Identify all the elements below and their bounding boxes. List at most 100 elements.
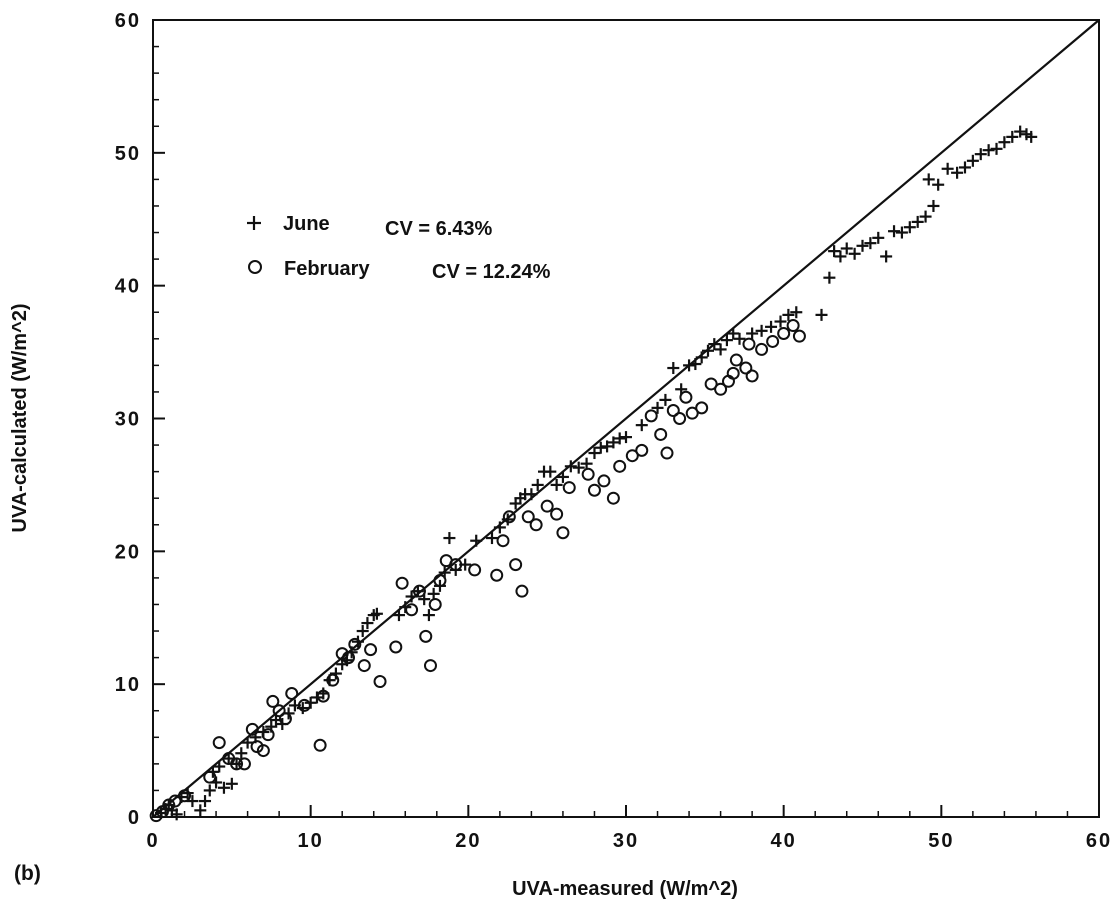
x-tick-label: 60	[1086, 830, 1112, 852]
y-tick-label: 50	[115, 143, 141, 165]
point-february	[468, 563, 482, 577]
point-february	[490, 568, 504, 582]
point-february	[673, 412, 687, 425]
point-february	[556, 526, 570, 540]
x-tick-label: 20	[455, 830, 481, 852]
legend-label-june: June	[283, 213, 330, 235]
panel-label: (b)	[14, 862, 41, 885]
point-june	[695, 351, 708, 364]
point-june	[241, 736, 254, 749]
point-june	[217, 781, 230, 794]
point-june	[392, 609, 405, 622]
y-axis: 0 10 20 30 40 50 60	[115, 10, 165, 829]
point-june	[815, 308, 828, 321]
point-february	[644, 409, 658, 423]
point-june	[856, 239, 869, 252]
x-tick-label: 0	[146, 830, 159, 852]
point-june	[203, 784, 216, 797]
point-june	[872, 231, 885, 244]
point-february	[449, 558, 463, 572]
point-june	[525, 488, 538, 501]
point-february	[562, 481, 576, 495]
point-june	[727, 327, 740, 340]
point-june	[848, 247, 861, 260]
x-axis-title: UVA-measured (W/m^2)	[512, 878, 738, 900]
point-february	[428, 597, 442, 611]
point-february	[529, 518, 543, 532]
point-june	[194, 804, 207, 817]
point-february	[502, 510, 516, 524]
point-february	[245, 722, 259, 736]
point-february	[405, 603, 419, 617]
point-june	[683, 359, 696, 372]
point-june	[919, 210, 932, 223]
y-tick-label: 40	[115, 276, 141, 298]
point-february	[606, 491, 620, 505]
point-june	[828, 245, 841, 258]
point-february	[316, 689, 330, 703]
point-february	[419, 629, 433, 643]
point-february	[745, 369, 759, 383]
point-june	[782, 308, 795, 321]
y-tick-label: 20	[115, 541, 141, 563]
point-february	[726, 366, 740, 380]
point-june	[422, 609, 435, 622]
point-february	[515, 584, 529, 598]
y-tick-label: 0	[128, 807, 141, 829]
point-february	[313, 738, 327, 752]
x-tick-label: 40	[771, 830, 797, 852]
point-february	[786, 319, 800, 333]
point-february	[496, 534, 510, 548]
point-june	[701, 344, 714, 357]
point-june	[544, 465, 557, 478]
point-february	[423, 659, 437, 673]
point-june	[635, 419, 648, 432]
point-june	[659, 393, 672, 406]
point-february	[261, 728, 275, 742]
point-february	[285, 686, 299, 700]
point-june	[755, 324, 768, 337]
point-june	[443, 532, 456, 545]
point-february	[203, 770, 217, 784]
point-february	[714, 382, 728, 396]
x-tick-label: 30	[613, 830, 639, 852]
point-june	[903, 221, 916, 234]
point-june	[966, 154, 979, 167]
point-june	[864, 237, 877, 250]
point-june	[235, 747, 248, 760]
point-june	[485, 532, 498, 545]
point-february	[792, 329, 806, 343]
point-february	[509, 558, 523, 572]
point-february	[625, 449, 639, 463]
y-tick-label: 60	[115, 10, 141, 32]
point-june	[932, 178, 945, 191]
point-june	[774, 315, 787, 328]
x-tick-label: 10	[298, 830, 324, 852]
point-june	[170, 808, 183, 821]
point-june	[550, 478, 563, 491]
point-june	[1025, 130, 1038, 143]
point-june	[667, 362, 680, 375]
point-june	[958, 161, 971, 174]
point-june	[922, 173, 935, 186]
point-june	[951, 166, 964, 179]
point-february	[550, 507, 564, 521]
point-june	[708, 338, 721, 351]
point-june	[361, 617, 374, 630]
point-june	[823, 271, 836, 284]
point-june	[351, 635, 364, 648]
point-june	[941, 162, 954, 175]
point-june	[714, 343, 727, 356]
point-june	[613, 432, 626, 445]
point-june	[213, 760, 226, 773]
point-june	[733, 332, 746, 345]
point-june	[720, 334, 733, 347]
point-june	[186, 795, 199, 808]
point-february	[364, 643, 378, 657]
point-june	[222, 752, 235, 765]
point-february	[755, 342, 769, 356]
data-points	[149, 125, 1038, 823]
x-axis: 0 10 20 30 40 50 60	[146, 805, 1112, 852]
point-june	[927, 199, 940, 212]
point-june	[790, 306, 803, 319]
